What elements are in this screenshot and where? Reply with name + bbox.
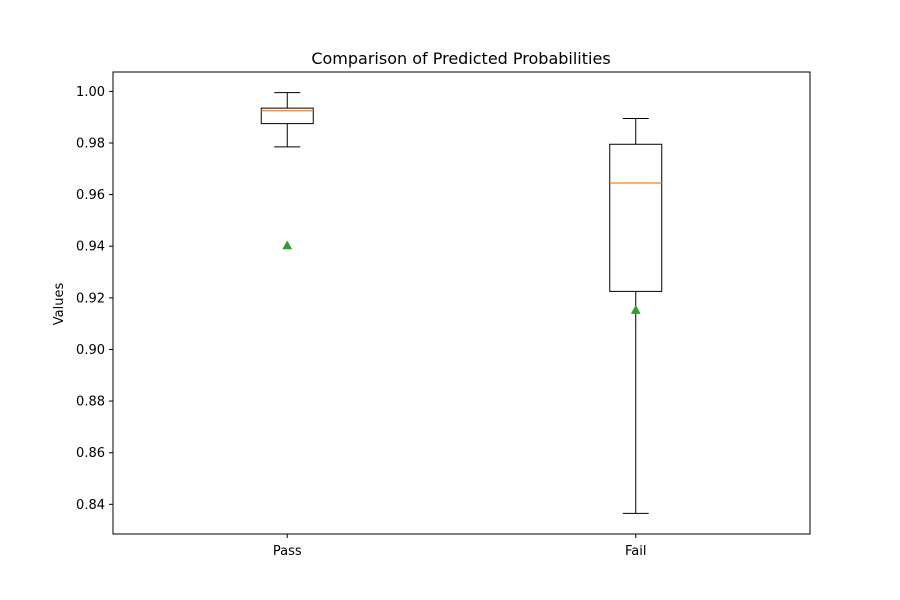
mean-marker-pass <box>282 240 293 250</box>
axes-frame <box>112 71 811 535</box>
mean-marker-fail <box>630 304 641 314</box>
y-tick-label: 0.90 <box>76 343 105 358</box>
y-tick-label: 0.84 <box>76 498 105 513</box>
y-tick-label: 0.92 <box>76 291 105 306</box>
y-tick-label: 0.94 <box>76 240 105 255</box>
x-tick-label: Fail <box>625 544 646 559</box>
y-tick-label: 1.00 <box>76 85 105 100</box>
y-tick-label: 0.98 <box>76 136 105 151</box>
chart-title: Comparison of Predicted Probabilities <box>311 49 610 68</box>
plot-area: 0.84 0.86 0.88 0.90 0.92 0.94 0.96 0.98 1.00 Pass… <box>76 71 811 559</box>
box-fail <box>609 143 663 292</box>
y-tick-label: 0.86 <box>76 446 105 461</box>
x-tick-label: Pass <box>273 544 302 559</box>
y-axis-label: Values <box>52 283 67 326</box>
box-pass <box>260 107 314 125</box>
y-tick-label: 0.88 <box>76 395 105 410</box>
y-tick-label: 0.96 <box>76 188 105 203</box>
